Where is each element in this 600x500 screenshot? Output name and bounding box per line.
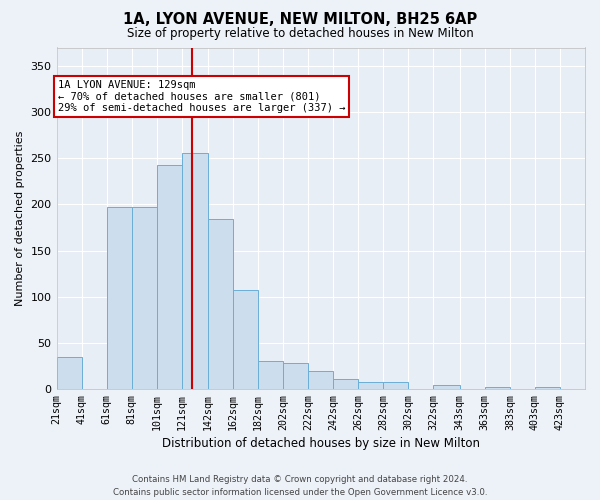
Bar	[535, 388, 560, 389]
Bar	[131, 208, 157, 389]
Bar	[182, 153, 208, 389]
Bar	[107, 208, 131, 389]
Text: Size of property relative to detached houses in New Milton: Size of property relative to detached ho…	[127, 28, 473, 40]
Bar	[208, 220, 233, 389]
Text: 1A LYON AVENUE: 129sqm
← 70% of detached houses are smaller (801)
29% of semi-de: 1A LYON AVENUE: 129sqm ← 70% of detached…	[58, 80, 345, 113]
Bar	[233, 290, 258, 389]
Bar	[333, 379, 358, 389]
Bar	[383, 382, 409, 389]
Bar	[258, 362, 283, 389]
Bar	[157, 165, 182, 389]
Bar	[433, 384, 460, 389]
Y-axis label: Number of detached properties: Number of detached properties	[15, 130, 25, 306]
Bar	[485, 388, 510, 389]
Text: 1A, LYON AVENUE, NEW MILTON, BH25 6AP: 1A, LYON AVENUE, NEW MILTON, BH25 6AP	[123, 12, 477, 28]
X-axis label: Distribution of detached houses by size in New Milton: Distribution of detached houses by size …	[162, 437, 480, 450]
Bar	[283, 364, 308, 389]
Bar	[358, 382, 383, 389]
Text: Contains HM Land Registry data © Crown copyright and database right 2024.
Contai: Contains HM Land Registry data © Crown c…	[113, 476, 487, 497]
Bar	[56, 357, 82, 389]
Bar	[308, 370, 333, 389]
